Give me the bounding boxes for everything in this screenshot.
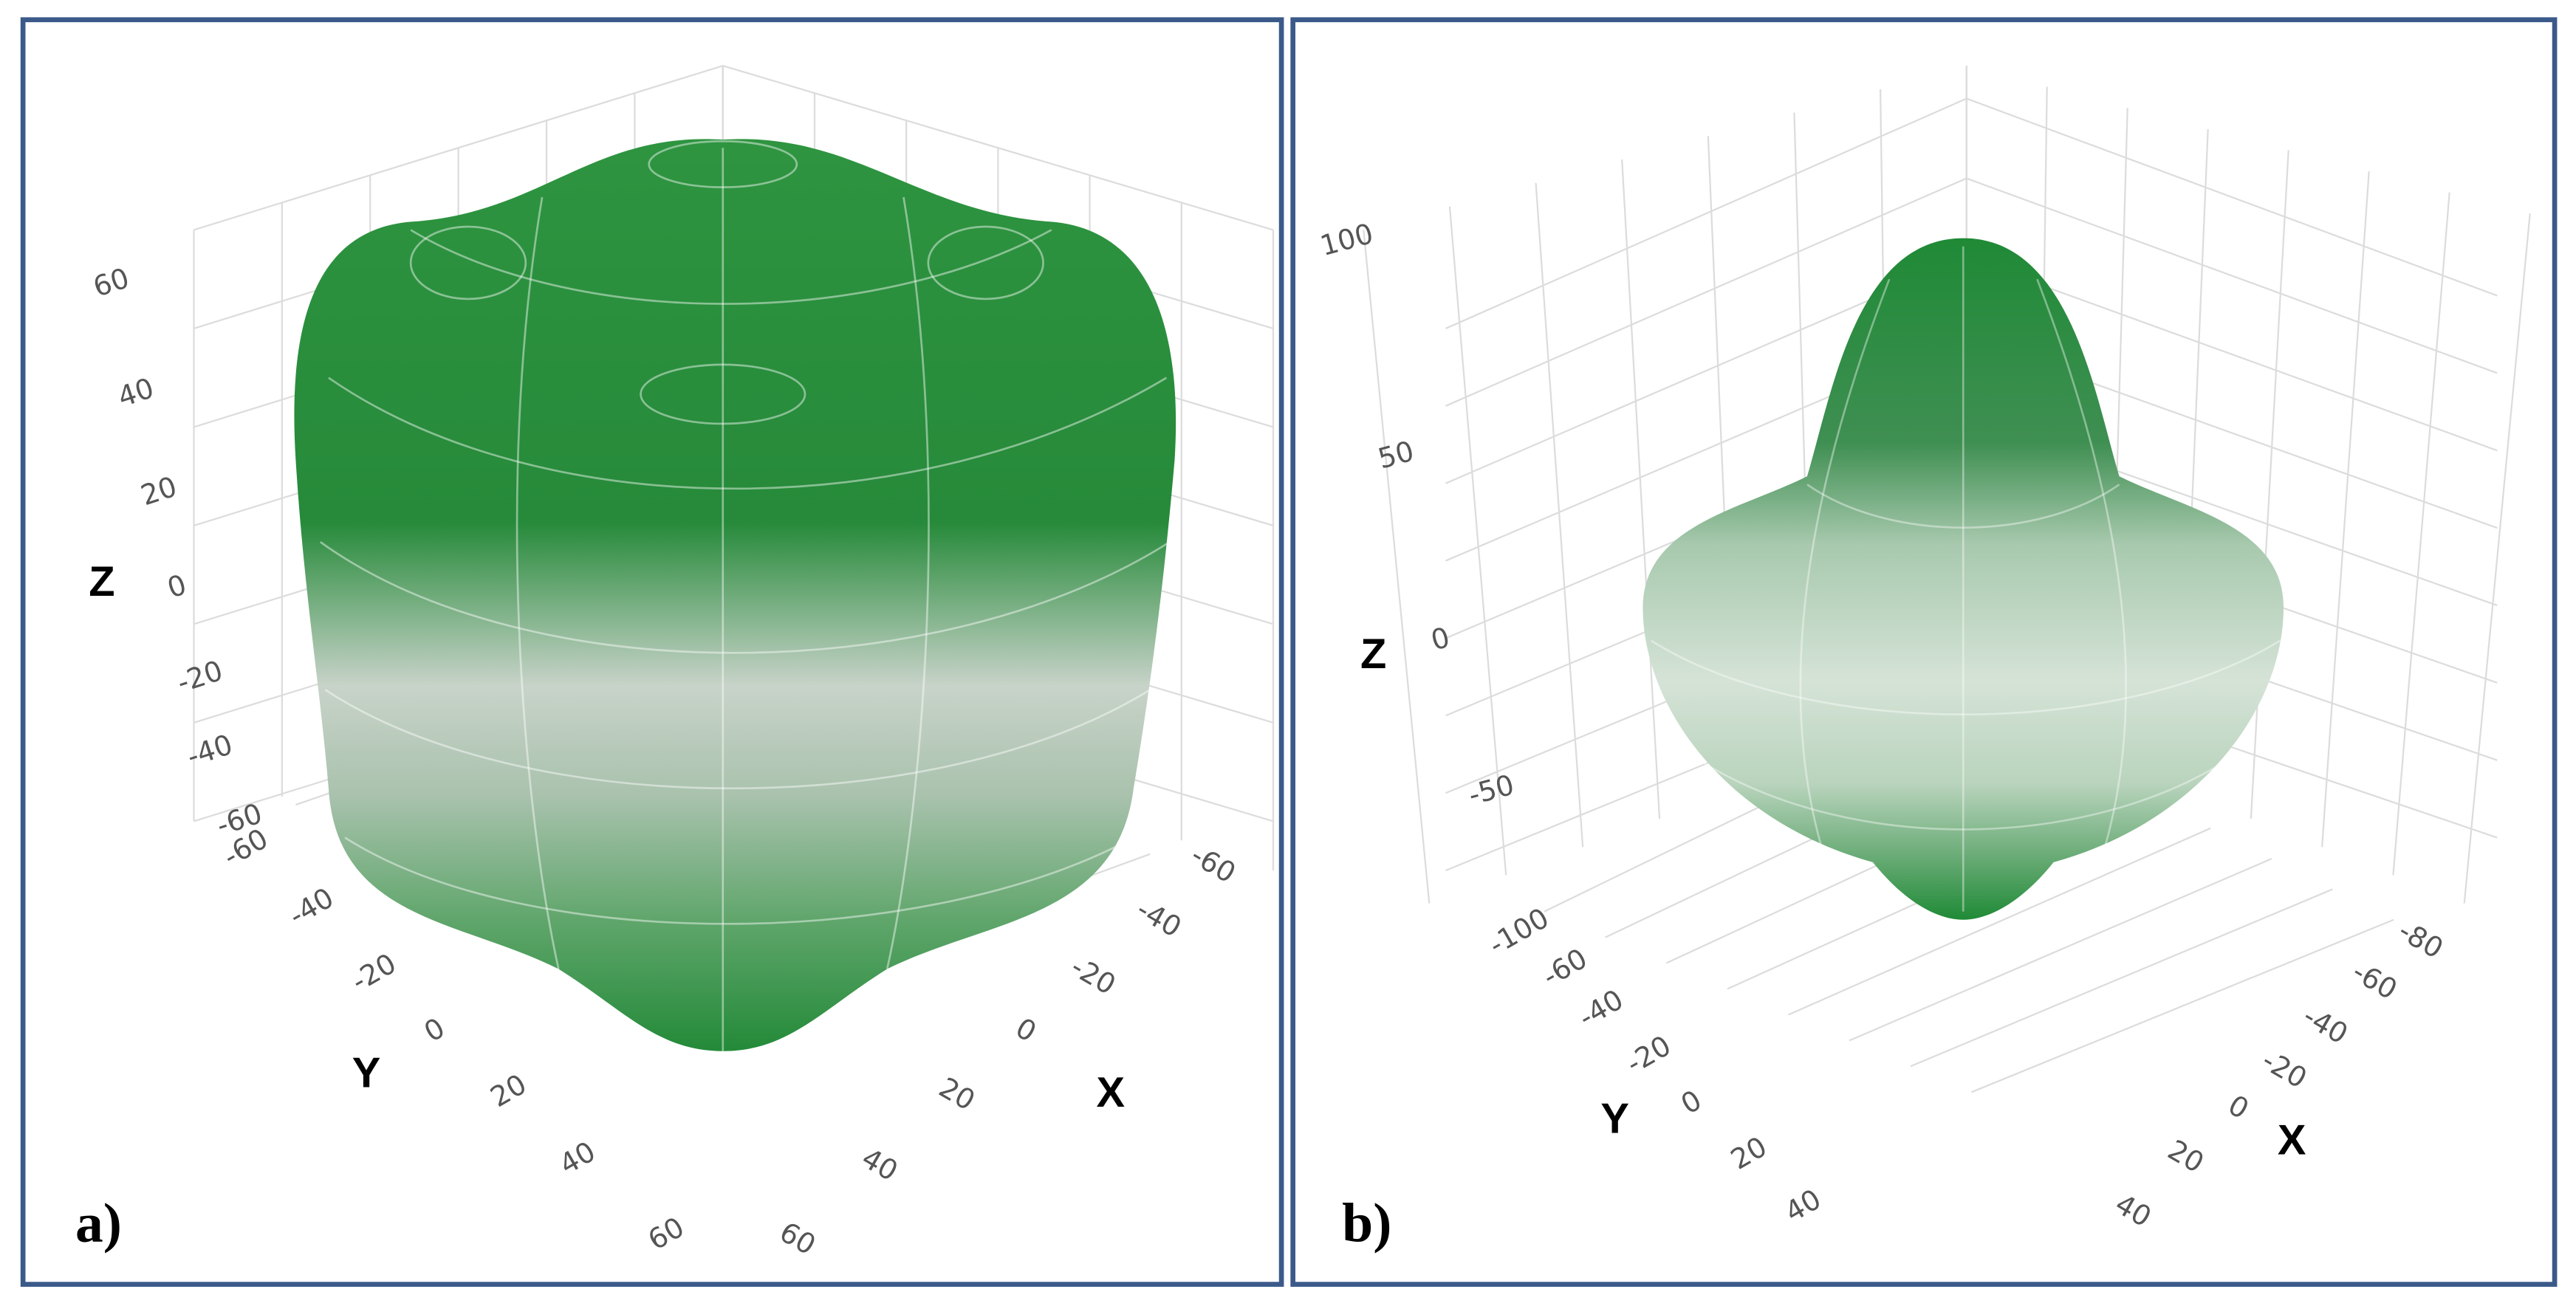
box-grid-line	[2463, 213, 2531, 904]
y-tick-label: 40	[554, 1135, 601, 1181]
y-tick-label: 40	[1779, 1183, 1826, 1229]
box-grid-line	[1445, 177, 1967, 407]
box-grid-line	[1445, 97, 1967, 329]
y-tick-label: -20	[1620, 1029, 1676, 1080]
x-tick-label: 40	[2110, 1187, 2157, 1233]
x-tick-label: -60	[2347, 955, 2402, 1006]
x-tick-label: 40	[857, 1141, 904, 1187]
y-tick-label: -100	[1483, 901, 1554, 961]
z-tick-label: -20	[173, 654, 226, 699]
y-axis-title: Y	[1600, 1096, 1629, 1143]
mesh-line	[1806, 484, 2120, 529]
mesh-line	[640, 363, 806, 425]
z-axis-title: Z	[89, 558, 114, 605]
box-grid-line	[1966, 177, 2498, 374]
z-axis-title: Z	[1360, 631, 1386, 678]
x-axis-title: X	[2278, 1117, 2306, 1164]
mesh-line	[319, 540, 1171, 654]
y-tick-label: 0	[1676, 1084, 1707, 1121]
box-grid-line	[1849, 858, 2272, 1042]
z-tick-label: 50	[1374, 435, 1417, 475]
panel-label: a)	[75, 1192, 122, 1254]
mesh-line	[886, 196, 930, 969]
box-grid-line	[1621, 159, 1661, 820]
x-tick-label: -20	[1066, 950, 1121, 1001]
surface	[294, 139, 1176, 1051]
z-tick-label: 100	[1317, 217, 1377, 262]
x-tick-label: 20	[2162, 1133, 2210, 1179]
box-grid-line	[1363, 230, 1431, 904]
panel-label: b)	[1342, 1192, 1391, 1254]
y-tick-label: -40	[284, 882, 339, 932]
mesh-line	[2036, 278, 2128, 855]
mesh-line	[648, 140, 798, 188]
box-grid-line	[1788, 827, 2211, 1016]
mesh-line	[515, 196, 560, 969]
y-tick-label: 20	[1725, 1130, 1772, 1176]
x-tick-label: -60	[1185, 839, 1241, 890]
box-grid-line	[1966, 257, 2498, 452]
x-tick-label: -40	[1131, 893, 1187, 944]
box-grid-line	[2250, 150, 2289, 820]
surface-mesh	[319, 140, 1171, 1051]
mesh-line	[1691, 755, 2236, 831]
mesh-line	[344, 836, 1134, 925]
x-tick-label: -40	[2298, 1000, 2353, 1051]
x-tick-label: 0	[1010, 1011, 1042, 1048]
y-axis-title: Y	[352, 1049, 381, 1096]
y-tick-label: 0	[419, 1011, 451, 1048]
box-grid-line	[1966, 97, 2498, 297]
box-grid-line	[2321, 171, 2370, 848]
panel-frame	[20, 17, 1284, 1287]
y-tick-label: -20	[346, 947, 401, 998]
x-tick-label: 0	[2223, 1088, 2255, 1125]
box-grid-line	[1910, 888, 2333, 1068]
z-tick-label: 0	[163, 568, 190, 604]
x-tick-label: -20	[2257, 1044, 2312, 1095]
z-tick-label: 40	[114, 371, 157, 413]
mesh-line	[409, 225, 527, 300]
x-axis-title: X	[1096, 1069, 1125, 1116]
mesh-line	[1650, 639, 2281, 715]
z-tick-label: 60	[89, 261, 133, 303]
x-tick-label: 60	[774, 1215, 821, 1261]
x-tick-label: 20	[934, 1071, 981, 1117]
mesh-line	[1799, 278, 1891, 855]
y-tick-label: -60	[1537, 942, 1592, 993]
mesh-line	[410, 229, 1052, 305]
mesh-line	[324, 689, 1151, 790]
y-tick-label: -40	[1573, 983, 1628, 1034]
surface	[1642, 238, 2284, 920]
surface-mesh	[1650, 246, 2281, 912]
y-tick-label: 20	[485, 1068, 532, 1113]
panel-frame	[1290, 17, 2558, 1287]
z-tick-label: -50	[1465, 769, 1518, 811]
box-grid-line	[1970, 918, 2394, 1093]
x-tick-label: -80	[2393, 914, 2448, 965]
mesh-line	[927, 225, 1044, 300]
y-tick-label: 60	[643, 1211, 690, 1257]
z-tick-label: 20	[137, 470, 180, 512]
box-grid-line	[1448, 206, 1507, 876]
mesh-line	[328, 377, 1168, 490]
box-grid-line	[1535, 182, 1584, 848]
z-tick-label: -40	[183, 728, 236, 773]
z-tick-label: 0	[1428, 621, 1453, 657]
box-grid-line	[2392, 192, 2450, 876]
